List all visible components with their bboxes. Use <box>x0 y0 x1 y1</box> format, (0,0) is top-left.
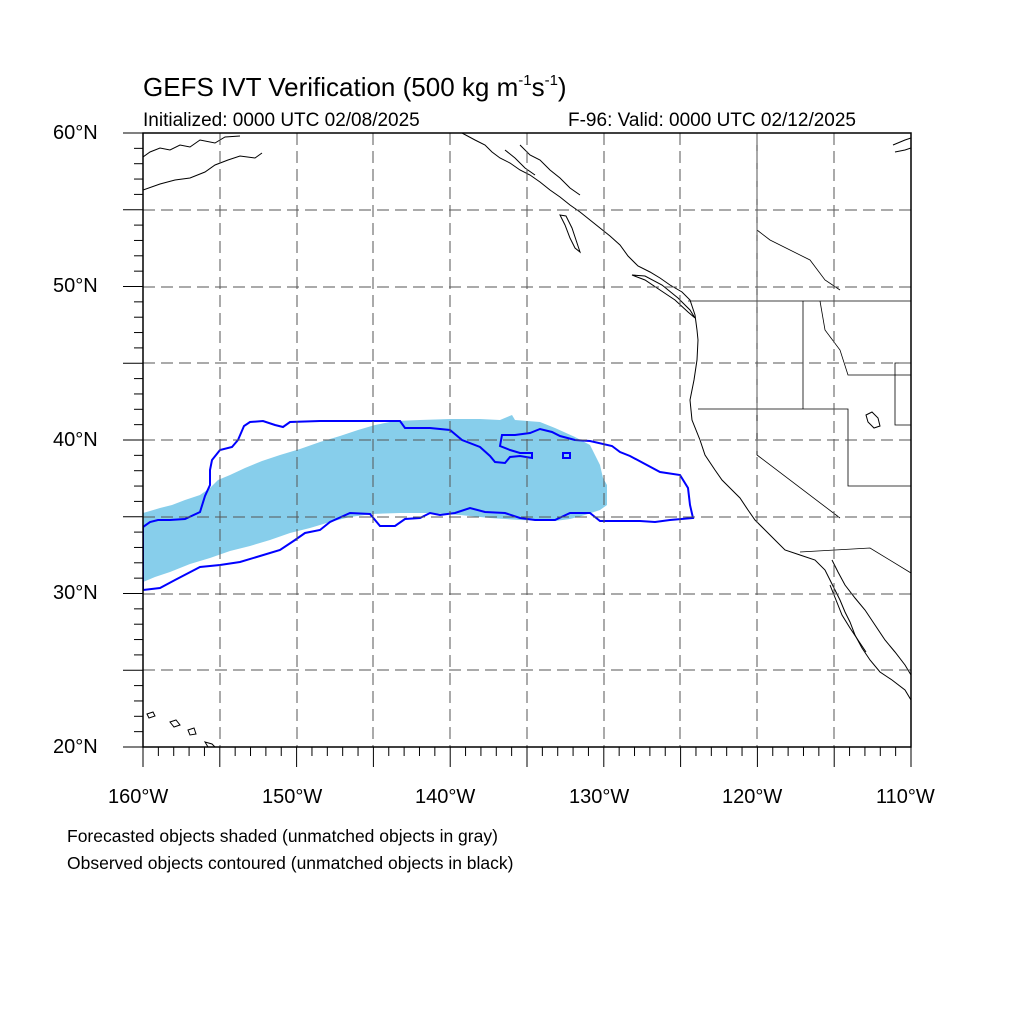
lat-label-20n: 20°N <box>53 736 98 758</box>
valid-label: F-96: Valid: 0000 UTC 02/12/2025 <box>568 110 856 131</box>
observed-contour-small <box>562 452 571 459</box>
lat-lon-grid <box>143 133 911 747</box>
forecast-ivt-object <box>143 415 607 582</box>
note-forecast: Forecasted objects shaded (unmatched obj… <box>67 826 498 846</box>
map-title: GEFS IVT Verification (500 kg m-1s-1) <box>143 72 567 102</box>
lat-label-30n: 30°N <box>53 582 98 604</box>
axis-ticks <box>123 132 912 767</box>
lat-label-40n: 40°N <box>53 429 98 451</box>
lon-label-140w: 140°W <box>415 786 476 808</box>
note-observed: Observed objects contoured (unmatched ob… <box>67 853 514 873</box>
lat-label-60n: 60°N <box>53 122 98 144</box>
coastlines <box>143 133 911 747</box>
lon-label-130w: 130°W <box>569 786 630 808</box>
lon-label-150w: 150°W <box>262 786 323 808</box>
lon-label-160w: 160°W <box>108 786 169 808</box>
political-borders <box>688 133 911 574</box>
lon-label-120w: 120°W <box>722 786 783 808</box>
lon-label-110w: 110°W <box>876 786 935 808</box>
lat-label-50n: 50°N <box>53 275 98 297</box>
initialized-label: Initialized: 0000 UTC 02/08/2025 <box>143 110 420 131</box>
